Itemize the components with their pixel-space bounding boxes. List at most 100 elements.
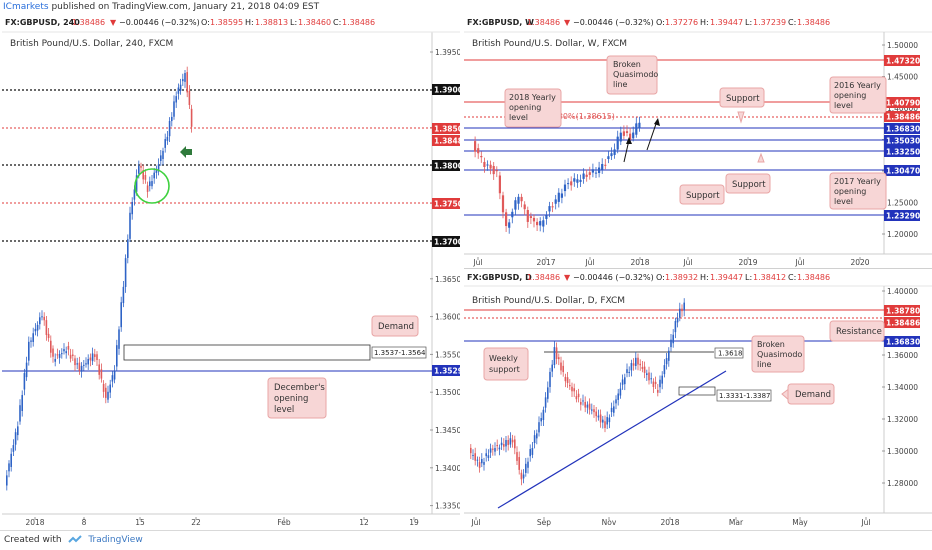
- candle-body: [525, 463, 527, 473]
- callout-pointer: [757, 152, 765, 163]
- publish-info: published on TradingView.com, January 21…: [51, 2, 320, 12]
- publisher-name[interactable]: ICmarkets: [3, 2, 49, 12]
- candle-body: [498, 447, 501, 450]
- candle-body: [83, 364, 85, 366]
- ohlc-header-daily: FX:GBPUSD, D 1.38486 ▼ −0.00446 (−0.32%)…: [467, 273, 830, 282]
- candle-body: [32, 333, 34, 342]
- chart-panel-h4[interactable]: FX:GBPUSD, 240 1.38486 ▼ −0.00446 (−0.32…: [2, 14, 460, 530]
- candle-body: [638, 122, 641, 129]
- candle-body: [597, 415, 600, 418]
- candle-body: [584, 401, 586, 408]
- candles-h4: [6, 66, 193, 491]
- candle-body: [547, 387, 549, 399]
- callout-resistance[interactable]: Resistance: [829, 320, 885, 342]
- price-tags-weekly: 1.47320 1.40790 1.38486 1.36830 1.35030 …: [884, 55, 920, 221]
- chart-panel-weekly[interactable]: FX:GBPUSD, W 1.38486 ▼ −0.00446 (−0.32%)…: [464, 14, 932, 269]
- candle-body: [91, 353, 94, 362]
- candle-body: [496, 445, 498, 447]
- candle-body: [28, 341, 30, 361]
- candle-body: [610, 153, 613, 157]
- time-tick-label: 2017: [536, 258, 555, 267]
- candle-body: [663, 365, 666, 375]
- candle-body: [629, 133, 632, 140]
- chart-daily-canvas[interactable]: FX:GBPUSD, D 1.38486 ▼ −0.00446 (−0.32%)…: [464, 270, 932, 530]
- candle-body: [483, 161, 486, 167]
- candle-body: [641, 366, 644, 369]
- time-tick-label: Sep: [537, 518, 551, 527]
- candle-body: [514, 200, 517, 210]
- candle-body: [50, 340, 52, 353]
- candle-body: [579, 179, 582, 182]
- callout-text: Weekly support: [489, 354, 520, 374]
- candle-body: [542, 409, 545, 420]
- candle-body: [518, 457, 520, 470]
- callout-demand-daily[interactable]: Demand: [781, 383, 835, 405]
- ticker-label: FX:GBPUSD, W: [467, 18, 534, 27]
- candle-body: [604, 421, 606, 428]
- candle-body: [632, 132, 635, 139]
- price-tag-label: 1.36830: [886, 125, 920, 134]
- callout-weekly-support[interactable]: Weekly support: [483, 347, 529, 381]
- time-axis-weekly[interactable]: Jul 2017 Jul 2018 Jul 2019 Jul 2020: [472, 257, 870, 267]
- callout-support-mid[interactable]: Support: [725, 173, 771, 194]
- candle-body: [56, 354, 59, 356]
- chart-title: British Pound/U.S. Dollar, W, FXCM: [472, 39, 627, 49]
- callout-2018-yearly[interactable]: 2018 Yearly opening level: [504, 88, 562, 128]
- candle-body: [495, 170, 498, 172]
- candle-body: [105, 387, 107, 398]
- candle-body: [637, 357, 639, 365]
- callout-broken-quasimodo[interactable]: Broken Quasimodo line: [606, 55, 661, 95]
- time-tick-label: 15: [135, 518, 145, 527]
- callout-support-top[interactable]: Support: [719, 87, 765, 108]
- time-tick-label: 8: [82, 518, 87, 527]
- open-value: 1.38932: [665, 273, 698, 282]
- price-tag: [884, 55, 920, 66]
- callout-support-left[interactable]: Support: [679, 184, 725, 205]
- candle-body: [585, 174, 588, 177]
- callout-2016-yearly[interactable]: 2016 Yearly opening level: [829, 76, 887, 114]
- candle-body: [622, 131, 625, 136]
- callout-2017-yearly[interactable]: 2017 Yearly opening level: [829, 172, 887, 210]
- callout-decembers-opening[interactable]: December's opening level: [267, 377, 328, 419]
- candle-body: [25, 362, 28, 378]
- time-axis-daily[interactable]: Jul Sep Nov 2018 Mar May Jul: [470, 517, 871, 527]
- time-tick-label: Jul: [470, 518, 480, 527]
- open-value: 1.38595: [210, 18, 243, 27]
- chart-weekly-canvas[interactable]: FX:GBPUSD, W 1.38486 ▼ −0.00446 (−0.32%)…: [464, 14, 932, 269]
- candle-body: [523, 204, 526, 210]
- price-tag-label: 1.23290: [886, 212, 920, 221]
- time-axis-h4[interactable]: 2018 8 15 22 Feb 12 19: [25, 517, 419, 527]
- candle-body: [643, 366, 646, 373]
- price-change: −0.00446 (−0.32%): [573, 273, 654, 282]
- price-tag-label: 1.33250: [886, 148, 920, 157]
- candle-body: [674, 321, 677, 333]
- publish-header: ICmarkets published on TradingView.com, …: [0, 0, 932, 14]
- candle-body: [676, 317, 679, 323]
- price-tick-label: 1.35000: [435, 388, 460, 397]
- candle-body: [526, 209, 529, 222]
- candle-body: [652, 381, 655, 387]
- chart-h4-canvas[interactable]: FX:GBPUSD, 240 1.38486 ▼ −0.00446 (−0.32…: [2, 14, 460, 530]
- candle-body: [553, 347, 556, 365]
- candle-body: [657, 389, 659, 393]
- time-tick-label: Jul: [472, 258, 482, 267]
- candle-body: [474, 453, 476, 461]
- candle-body: [607, 156, 610, 160]
- candle-body: [557, 192, 560, 202]
- trendline: [497, 370, 727, 509]
- tradingview-brand[interactable]: TradingView: [88, 535, 143, 545]
- chart-panel-daily[interactable]: FX:GBPUSD, D 1.38486 ▼ −0.00446 (−0.32%)…: [464, 270, 932, 530]
- candle-body: [558, 357, 560, 360]
- callout-demand[interactable]: Demand: [371, 315, 419, 337]
- last-price: 1.38486: [527, 273, 560, 282]
- close-key: C:: [333, 18, 341, 27]
- candle-body: [485, 453, 487, 457]
- candle-body: [61, 353, 63, 355]
- candle-body: [501, 195, 505, 213]
- candle-body: [12, 445, 15, 452]
- candle-body: [659, 379, 661, 388]
- high-key: H:: [700, 18, 709, 27]
- candle-body: [679, 308, 681, 318]
- zone-label-box: [371, 346, 427, 359]
- callout-broken-quasimodo-daily[interactable]: Broken Quasimodo line: [751, 335, 805, 373]
